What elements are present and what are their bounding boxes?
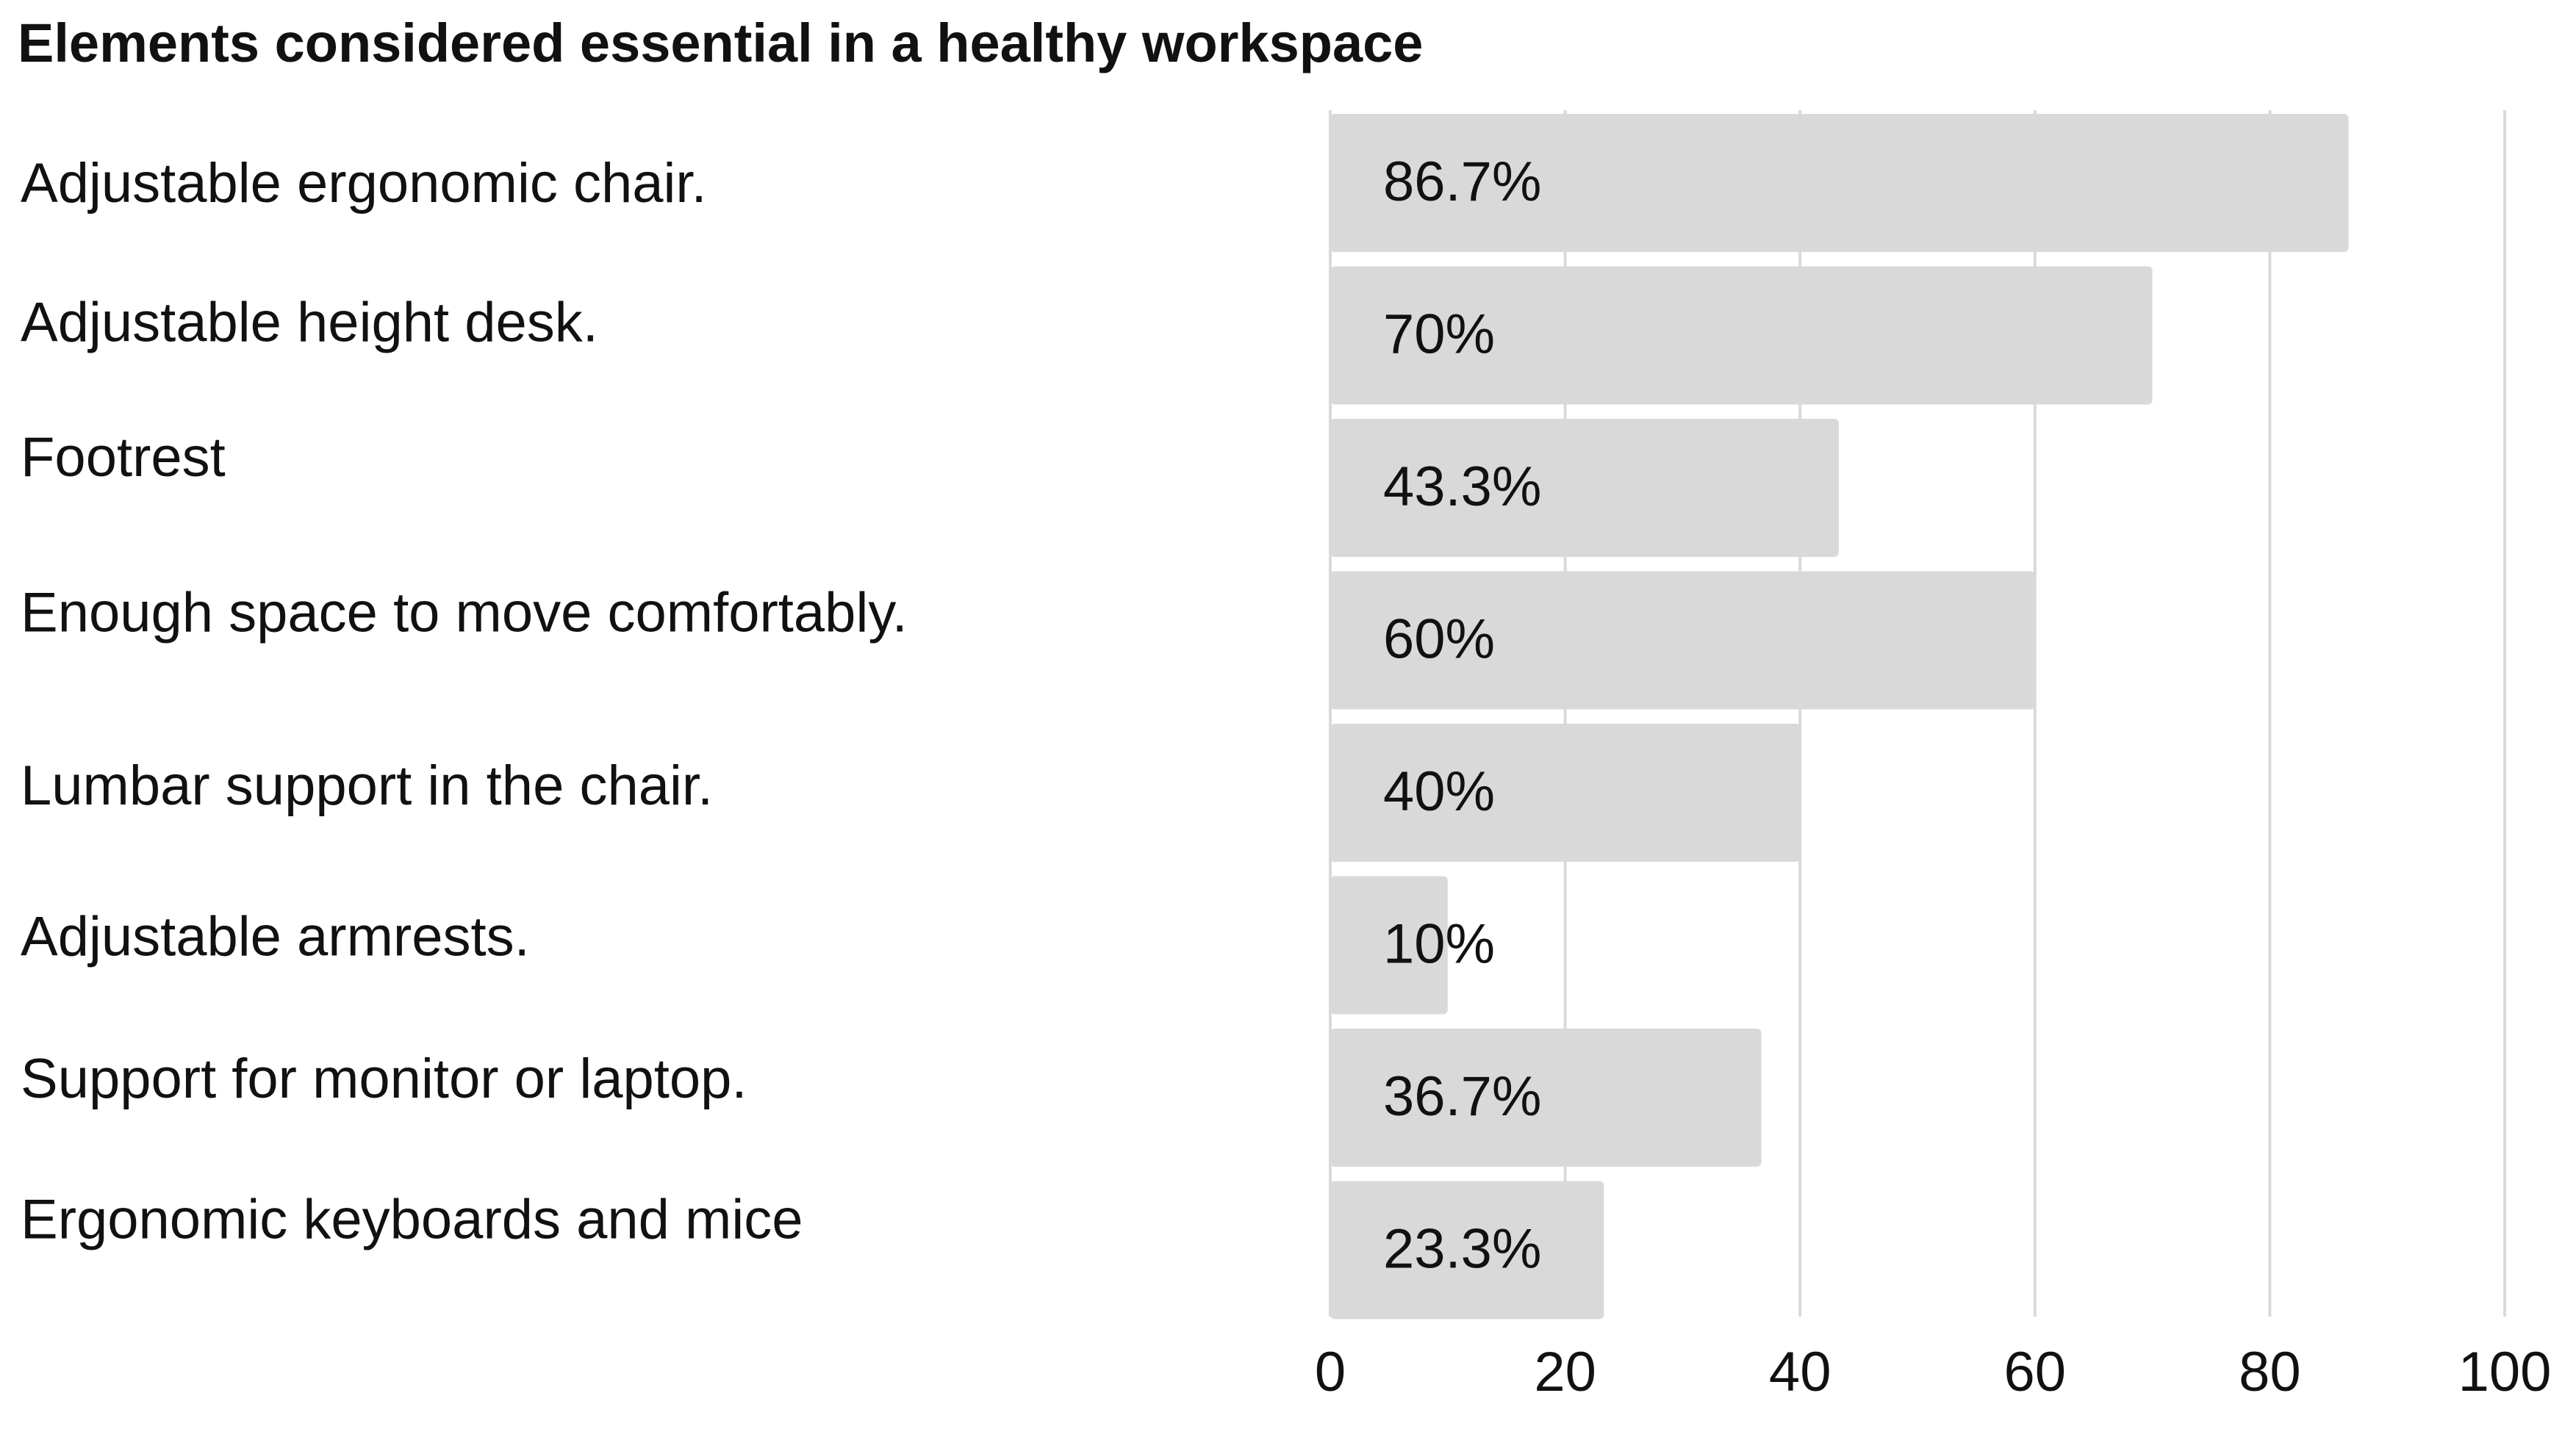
bar <box>1330 114 2349 252</box>
category-label: Enough space to move comfortably. <box>21 582 908 644</box>
x-tick-label: 80 <box>2239 1341 2301 1403</box>
category-label: Lumbar support in the chair. <box>21 755 713 817</box>
data-label: 36.7% <box>1383 1065 1542 1128</box>
bar <box>1330 876 1448 1015</box>
bar <box>1330 724 1801 862</box>
bar <box>1330 1181 1604 1320</box>
x-tick-label: 100 <box>2458 1341 2552 1403</box>
bar <box>1330 1029 1762 1167</box>
data-labels: 86.7% 70% 43.3% 60% 40% 10% 36.7% 23.3% <box>1383 151 1542 1281</box>
x-tick-label: 40 <box>1769 1341 1831 1403</box>
category-label: Adjustable height desk. <box>21 292 598 354</box>
chart-title: Elements considered essential in a healt… <box>18 12 1423 73</box>
x-tick-label: 60 <box>2004 1341 2067 1403</box>
bars <box>1330 114 2349 1320</box>
x-axis-ticks: 0 20 40 60 80 100 <box>1315 1341 2552 1403</box>
x-tick-label: 0 <box>1315 1341 1346 1403</box>
category-label: Adjustable armrests. <box>21 906 530 968</box>
x-tick-label: 20 <box>1534 1341 1596 1403</box>
category-label: Adjustable ergonomic chair. <box>21 152 707 215</box>
data-label: 23.3% <box>1383 1218 1542 1281</box>
category-label: Footrest <box>21 426 226 489</box>
data-label: 70% <box>1383 303 1495 366</box>
data-label: 10% <box>1383 913 1495 976</box>
data-label: 40% <box>1383 760 1495 823</box>
category-labels: Adjustable ergonomic chair. Adjustable he… <box>21 152 908 1251</box>
bar <box>1330 419 1839 557</box>
bar <box>1330 571 2035 710</box>
data-label: 60% <box>1383 608 1495 671</box>
data-label: 43.3% <box>1383 456 1542 518</box>
category-label: Support for monitor or laptop. <box>21 1048 747 1110</box>
data-label: 86.7% <box>1383 151 1542 213</box>
bar <box>1330 266 2153 405</box>
category-label: Ergonomic keyboards and mice <box>21 1189 803 1251</box>
